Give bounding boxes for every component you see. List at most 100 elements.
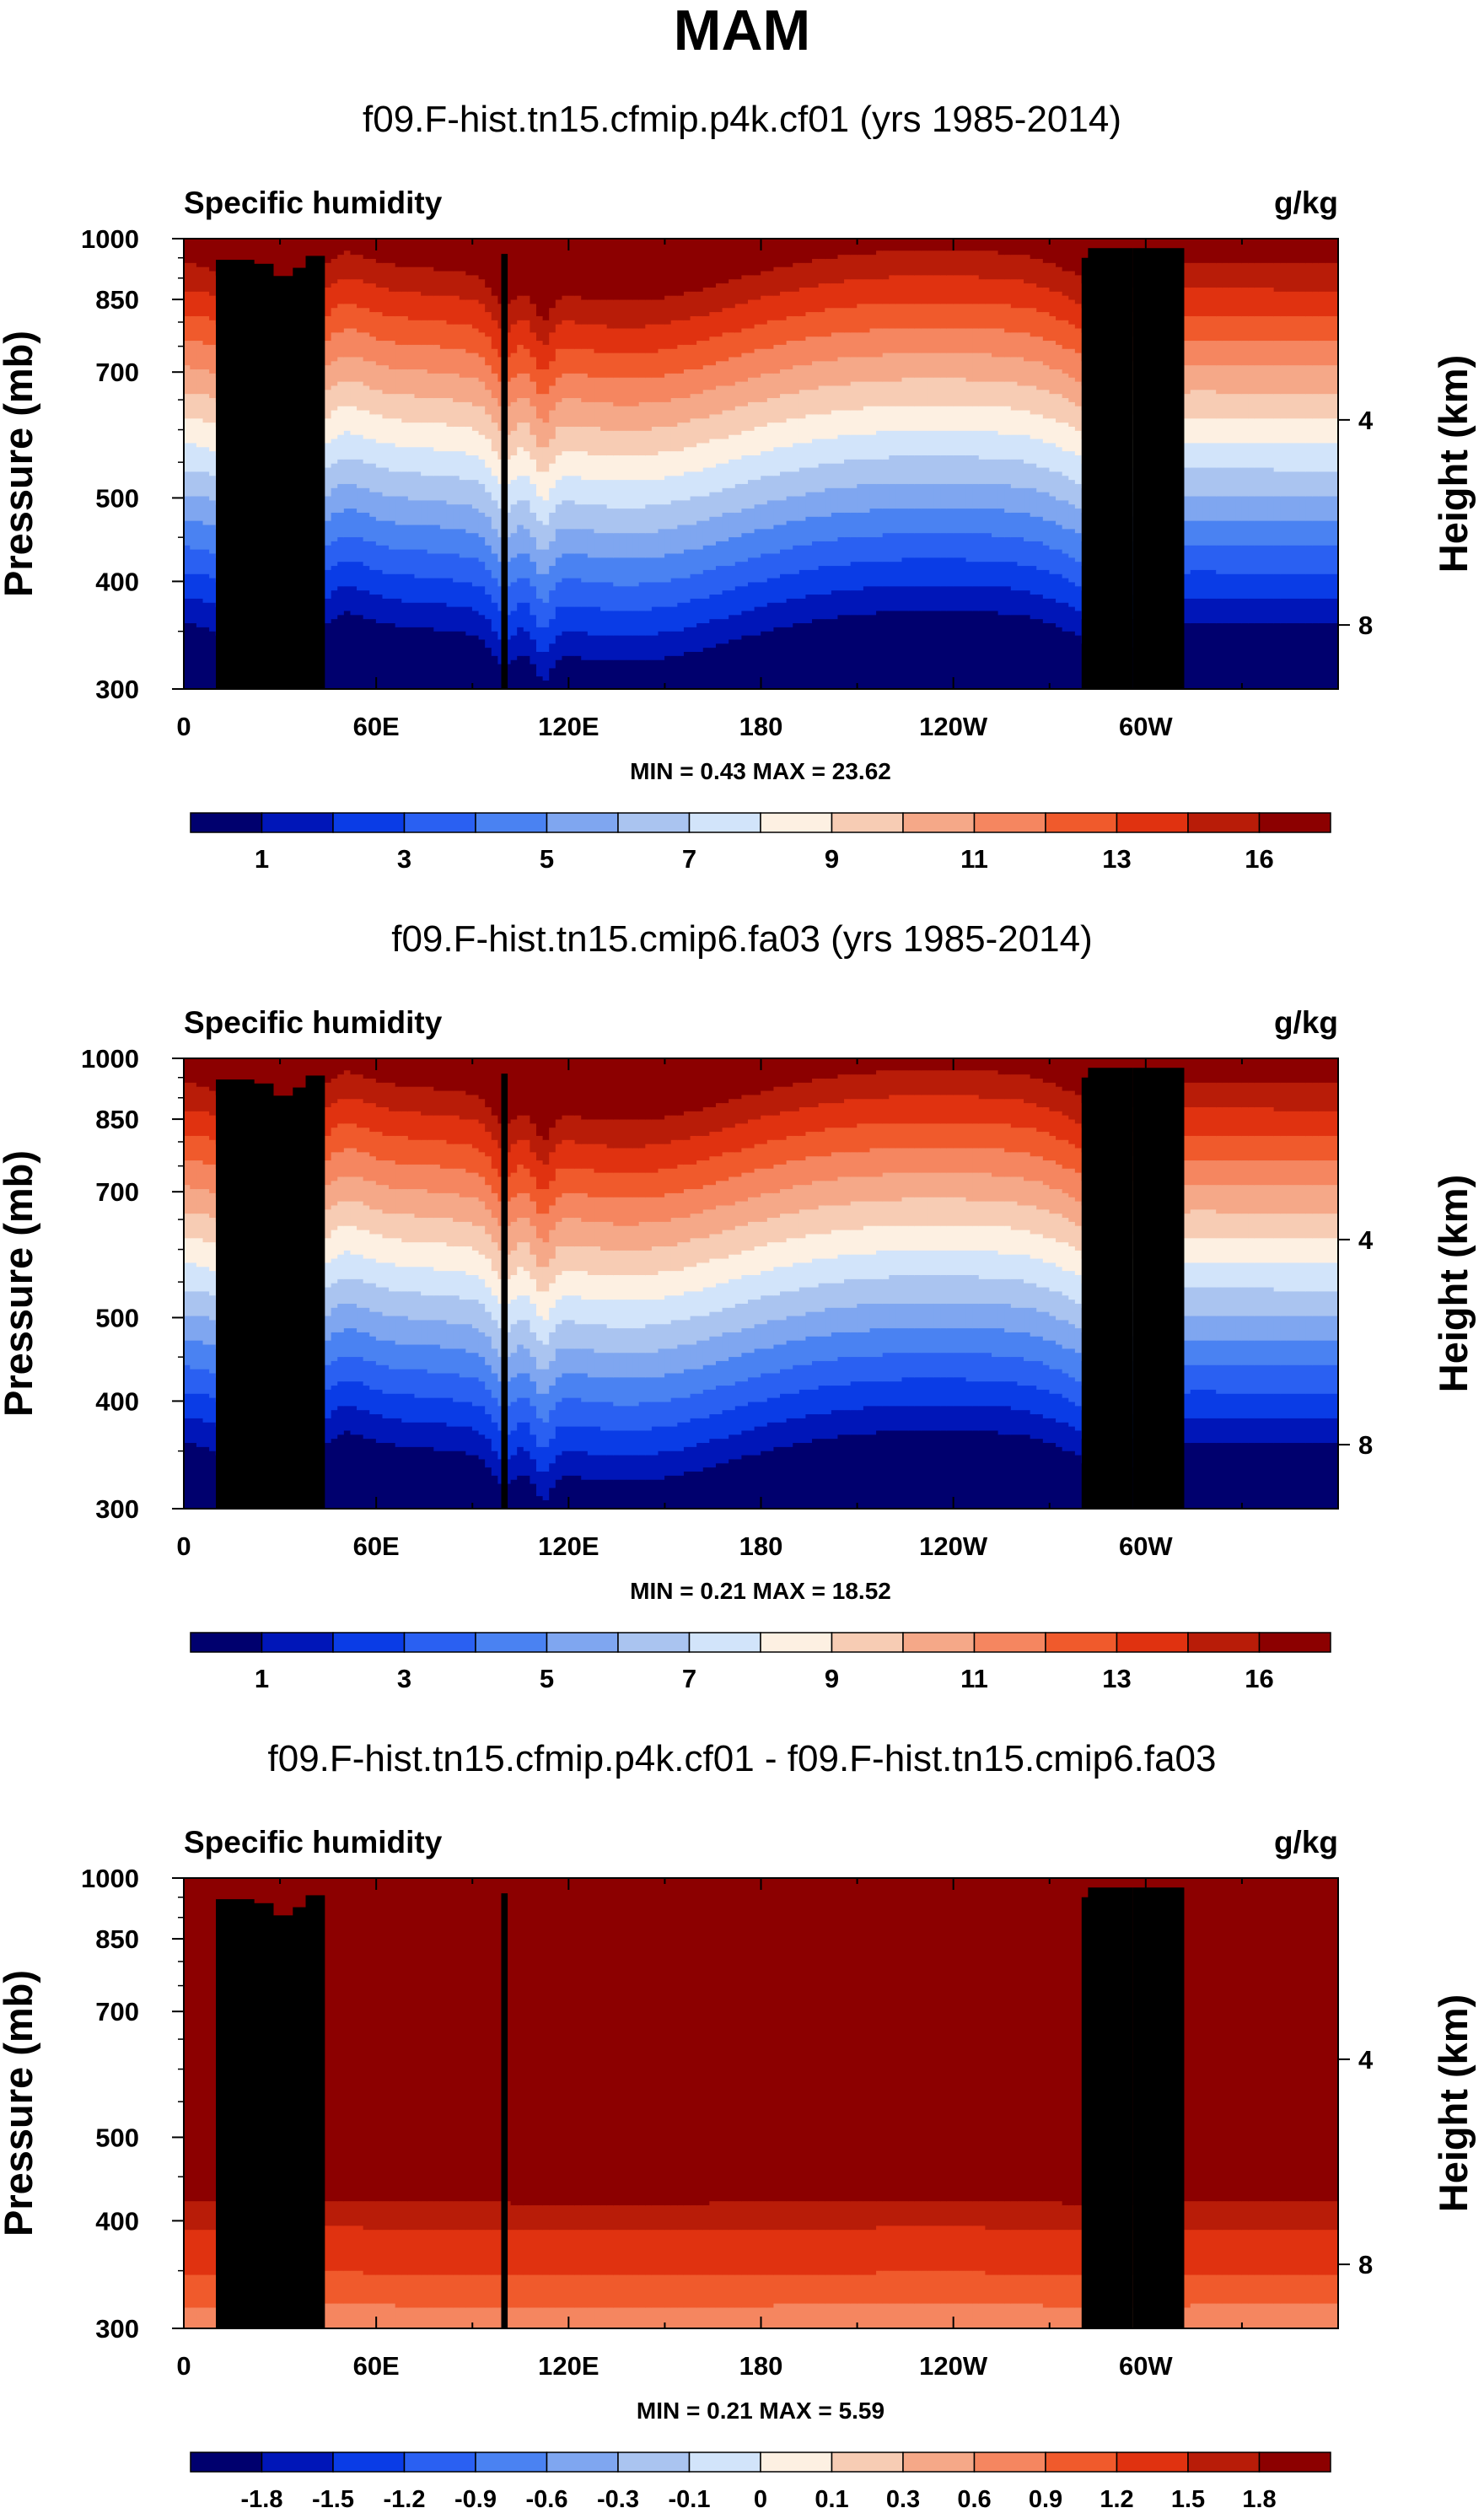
field-cell (889, 455, 896, 485)
field-cell (992, 1123, 999, 1149)
field-cell (632, 1172, 640, 1198)
field-cell (869, 562, 877, 587)
field-cell (946, 1353, 954, 1378)
field-cell (927, 611, 935, 689)
field-cell (222, 1058, 229, 1100)
field-cell (696, 598, 704, 624)
field-cell (549, 1283, 556, 1309)
field-cell (869, 1254, 877, 1280)
field-cell (869, 304, 877, 330)
field-cell (638, 455, 646, 481)
field-cell (741, 483, 749, 509)
field-cell (1273, 365, 1281, 395)
field-cell (863, 1201, 871, 1227)
field-cell (1004, 239, 1012, 256)
field-cell (1254, 467, 1262, 498)
field-cell (927, 1225, 935, 1251)
field-cell (421, 1397, 428, 1424)
field-cell (863, 1074, 871, 1100)
field-cell (972, 483, 980, 509)
field-cell (626, 1148, 633, 1174)
field-cell (530, 239, 537, 304)
field-cell (465, 1119, 473, 1145)
field-cell (722, 410, 729, 440)
field-cell (523, 1168, 530, 1194)
field-cell (369, 414, 377, 440)
field-cell (1267, 239, 1275, 264)
field-cell (542, 627, 550, 653)
field-cell (709, 1336, 717, 1366)
field-cell (626, 1119, 633, 1149)
field-cell (761, 1144, 768, 1170)
field-cell (978, 1070, 986, 1100)
field-cell (965, 533, 973, 562)
field-cell (786, 447, 793, 473)
field-cell (357, 615, 364, 689)
field-cell (562, 1397, 569, 1428)
field-cell (914, 1148, 922, 1174)
field-cell (761, 631, 768, 689)
field-cell (600, 1058, 608, 1121)
field-cell (959, 1303, 967, 1329)
field-cell (453, 427, 460, 452)
field-cell (325, 1389, 332, 1419)
field-cell (702, 341, 710, 366)
field-cell (985, 250, 992, 280)
field-cell (184, 341, 191, 366)
field-cell (793, 1393, 800, 1419)
field-cell (722, 308, 729, 333)
field-cell (600, 1119, 608, 1145)
field-cell (831, 258, 839, 284)
field-cell (491, 1348, 498, 1375)
field-cell (190, 1214, 197, 1239)
field-cell (927, 1274, 935, 1305)
field-cell (709, 619, 717, 649)
field-cell (1267, 341, 1275, 366)
field-cell (465, 533, 473, 558)
field-cell (363, 1439, 370, 1509)
field-cell (921, 406, 928, 432)
field-cell (761, 1402, 768, 1428)
field-cell (729, 1278, 736, 1309)
field-cell (389, 1238, 396, 1264)
field-cell (555, 504, 563, 530)
field-cell (581, 1271, 589, 1300)
field-cell (895, 1274, 903, 1305)
field-cell (1202, 496, 1211, 522)
field-cell (389, 262, 396, 293)
field-cell (1325, 365, 1332, 395)
field-cell (517, 344, 524, 374)
field-cell (696, 1393, 704, 1419)
field-cell (555, 1300, 563, 1325)
field-cell (978, 250, 986, 280)
field-cell (632, 1197, 640, 1227)
field-cell (632, 533, 640, 558)
field-cell (1010, 255, 1019, 280)
field-cell (1331, 623, 1338, 689)
field-cell (471, 1430, 480, 1456)
field-cell (780, 1422, 788, 1448)
field-cell (876, 537, 884, 562)
field-cell (1293, 291, 1300, 317)
field-cell (453, 348, 460, 374)
field-cell (766, 451, 775, 476)
field-cell (747, 328, 755, 354)
field-cell (606, 299, 614, 330)
field-cell (549, 308, 556, 333)
field-cell (1068, 324, 1076, 350)
field-cell (857, 332, 864, 358)
field-cell (536, 1316, 544, 1342)
field-cell (619, 1300, 627, 1329)
field-cell (734, 586, 742, 616)
field-cell (1267, 545, 1275, 575)
field-cell (709, 287, 717, 313)
field-cell (844, 512, 852, 538)
field-cell (1190, 418, 1197, 444)
field-cell (921, 1070, 928, 1095)
field-cell (664, 606, 672, 632)
field-cell (574, 427, 582, 452)
field-cell (1318, 394, 1326, 419)
field-cell (812, 1360, 820, 1391)
field-cell (921, 328, 928, 354)
field-cell (946, 1070, 954, 1095)
